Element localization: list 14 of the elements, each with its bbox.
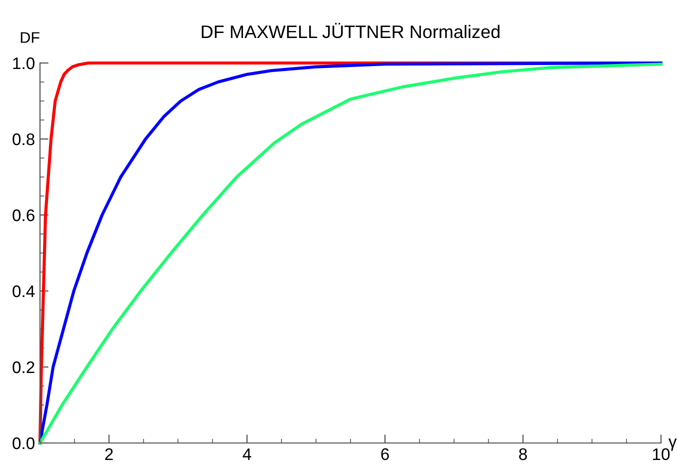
y-tick-label: 0.8: [12, 133, 34, 146]
y-axis-title: DF: [20, 32, 40, 43]
x-tick-label: 2: [105, 448, 113, 460]
y-tick-label: 1.0: [13, 57, 34, 70]
x-tick-label: 8: [519, 448, 527, 460]
x-tick-label: 10: [653, 448, 670, 460]
y-tick-label: 0.6: [12, 209, 34, 222]
x-axis-title: γ: [668, 438, 677, 451]
x-tick-label: 6: [381, 448, 389, 460]
x-tick-label: 4: [242, 448, 252, 460]
y-tick-label: 0.4: [12, 285, 35, 298]
y-tick-label: 0.0: [12, 437, 34, 450]
y-tick-label: 0.2: [12, 361, 34, 374]
chart-title: DF MAXWELL JÜTTNER Normalized: [202, 22, 500, 38]
